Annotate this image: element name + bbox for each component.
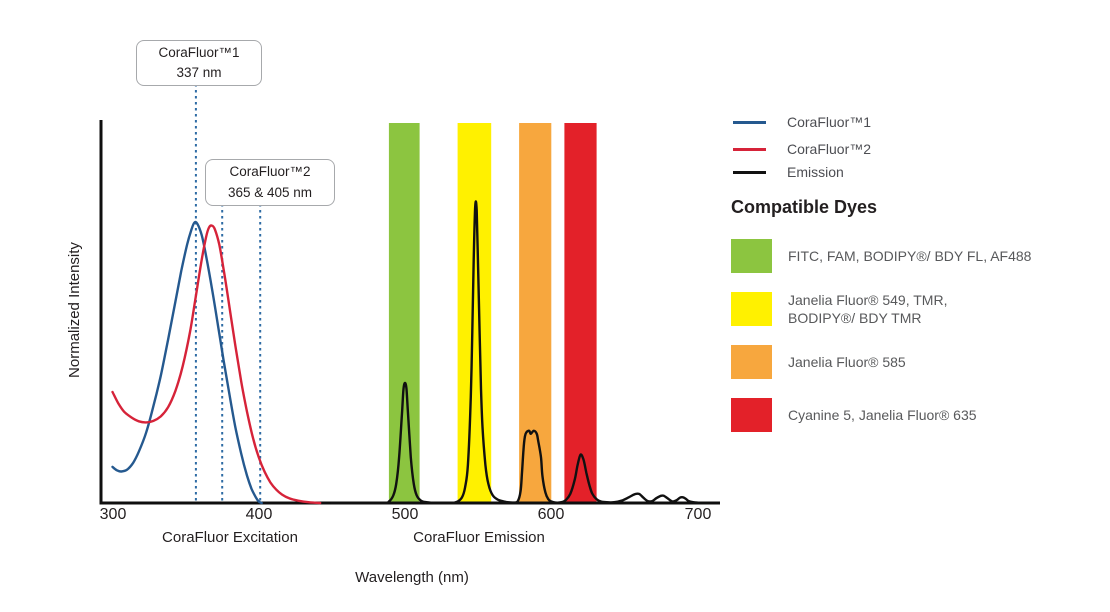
legend-item-corafluor2: CoraFluor™2	[733, 140, 871, 158]
dye-swatch-orange	[731, 345, 772, 379]
callout-corafluor1-title: CoraFluor™1	[158, 44, 240, 60]
legend-label-emission: Emission	[787, 164, 844, 180]
dye-label-yellow: Janelia Fluor® 549, TMR, BODIPY®/ BDY TM…	[788, 292, 948, 327]
x-tick-600: 600	[537, 506, 565, 523]
dye-label-red: Cyanine 5, Janelia Fluor® 635	[788, 406, 977, 423]
callout-corafluor2-value: 365 & 405 nm	[227, 184, 313, 200]
dye-row-yellow: Janelia Fluor® 549, TMR, BODIPY®/ BDY TM…	[731, 291, 947, 327]
section-label-excitation: CoraFluor Excitation	[162, 529, 298, 546]
dye-row-red: Cyanine 5, Janelia Fluor® 635	[731, 398, 977, 432]
x-tick-300: 300	[99, 506, 127, 523]
filter-band-1	[388, 123, 420, 503]
curve-emission-emission	[330, 200, 699, 505]
dye-swatch-red	[731, 398, 772, 432]
filter-band-4	[564, 123, 597, 503]
x-axis-title: Wavelength (nm)	[355, 569, 469, 586]
dye-row-orange: Janelia Fluor® 585	[731, 345, 906, 379]
compatible-dyes-heading: Compatible Dyes	[731, 197, 878, 217]
section-label-emission: CoraFluor Emission	[413, 529, 545, 546]
callout-corafluor1-value: 337 nm	[176, 65, 222, 80]
callout-corafluor2: CoraFluor™2 365 & 405 nm	[205, 159, 335, 206]
dye-label-orange: Janelia Fluor® 585	[788, 353, 906, 370]
legend-item-corafluor1: CoraFluor™1	[733, 113, 871, 131]
curve-excitation-corafluor-2	[111, 224, 322, 505]
dye-row-green: FITC, FAM, BODIPY®/ BDY FL, AF488	[731, 239, 1031, 273]
curve-excitation-corafluor-1	[111, 220, 263, 505]
spectra-plot	[99, 84, 720, 505]
y-axis-title: Normalized Intensity	[66, 242, 83, 378]
x-tick-400: 400	[245, 506, 273, 523]
callout-corafluor1: CoraFluor™1 337 nm	[136, 40, 262, 86]
legend-line-blue	[733, 120, 766, 124]
dye-swatch-yellow	[731, 292, 772, 327]
dye-label-green: FITC, FAM, BODIPY®/ BDY FL, AF488	[788, 247, 1032, 264]
legend-line-black	[733, 170, 766, 174]
callout-corafluor2-title: CoraFluor™2	[229, 164, 311, 180]
legend-line-red	[733, 147, 766, 151]
filter-band-2	[457, 123, 492, 503]
legend-label-corafluor1: CoraFluor™1	[787, 114, 872, 130]
legend-item-emission: Emission	[733, 163, 844, 181]
dye-swatch-green	[731, 239, 772, 273]
x-tick-500: 500	[391, 506, 419, 523]
x-tick-700: 700	[684, 506, 712, 523]
legend-label-corafluor2: CoraFluor™2	[787, 141, 872, 157]
